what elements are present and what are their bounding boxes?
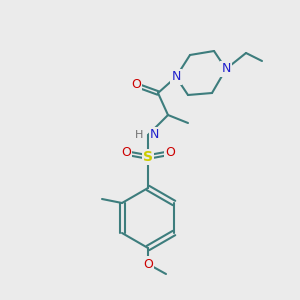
Text: O: O xyxy=(121,146,131,160)
Text: O: O xyxy=(131,79,141,92)
Text: N: N xyxy=(221,62,231,76)
Text: S: S xyxy=(143,150,153,164)
Text: H: H xyxy=(135,130,143,140)
Text: N: N xyxy=(150,128,159,142)
Text: O: O xyxy=(165,146,175,160)
Text: N: N xyxy=(171,70,181,83)
Text: O: O xyxy=(143,257,153,271)
